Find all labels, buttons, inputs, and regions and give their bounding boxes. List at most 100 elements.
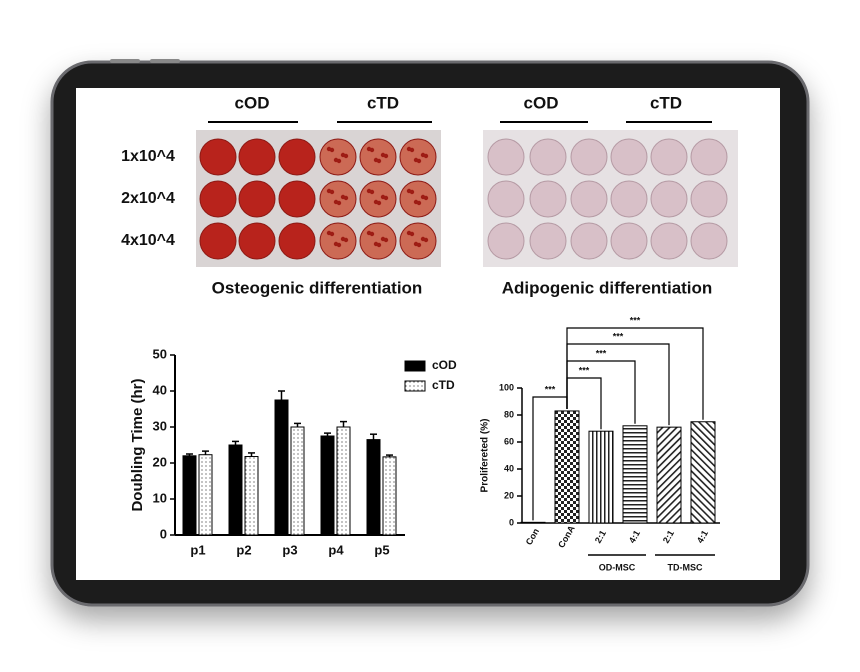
x-tick-label: p1 <box>190 542 205 557</box>
bar <box>336 426 351 536</box>
bar <box>520 521 546 524</box>
well <box>610 222 648 260</box>
well <box>238 180 276 218</box>
speckle <box>329 147 335 153</box>
well <box>650 138 688 176</box>
y-tick-label: 50 <box>153 346 167 361</box>
speckle <box>376 158 382 164</box>
well <box>650 180 688 218</box>
group-label: TD-MSC <box>668 562 703 572</box>
x-tick-label: p2 <box>236 542 251 557</box>
plate-header: cTD <box>650 93 682 112</box>
significance-label: *** <box>579 365 590 375</box>
well <box>278 138 316 176</box>
speckle <box>376 242 382 248</box>
bar <box>228 444 243 536</box>
speckle <box>336 158 342 164</box>
well <box>487 138 525 176</box>
legend-label: cOD <box>432 358 457 372</box>
well <box>610 180 648 218</box>
legend-label: cTD <box>432 378 455 392</box>
bar <box>290 426 305 536</box>
y-tick-label: 40 <box>153 382 167 397</box>
significance-bracket <box>566 327 704 420</box>
bar <box>554 410 580 524</box>
well <box>529 180 567 218</box>
y-tick-label: 10 <box>153 490 167 505</box>
y-tick-label: 20 <box>153 454 167 469</box>
significance-label: *** <box>613 331 624 341</box>
plate-header: cTD <box>367 93 399 112</box>
legend-swatch <box>404 360 426 372</box>
well <box>570 222 608 260</box>
well <box>278 222 316 260</box>
bar <box>274 399 289 536</box>
caption: Osteogenic differentiation <box>212 278 423 297</box>
well <box>529 222 567 260</box>
well <box>238 138 276 176</box>
significance-label: *** <box>545 384 556 394</box>
speckle <box>383 195 389 201</box>
speckle <box>416 242 422 248</box>
speckle <box>423 195 429 201</box>
significance-label: *** <box>596 348 607 358</box>
speckle <box>343 195 349 201</box>
significance-label: *** <box>630 315 641 325</box>
bar <box>656 426 682 524</box>
well <box>359 138 397 176</box>
speckle <box>383 153 389 159</box>
well <box>278 180 316 218</box>
well <box>487 180 525 218</box>
speckle <box>423 237 429 243</box>
speckle <box>409 147 415 153</box>
bar <box>622 425 648 524</box>
x-tick-label: p4 <box>328 542 344 557</box>
group-label: OD-MSC <box>599 562 636 572</box>
speckle <box>336 200 342 206</box>
well <box>650 222 688 260</box>
y-tick-label: 80 <box>504 409 514 419</box>
bar <box>382 456 397 536</box>
well <box>570 180 608 218</box>
plate-header: cOD <box>235 93 270 112</box>
speckle <box>416 158 422 164</box>
y-axis-label: Doubling Time (hr) <box>129 378 146 511</box>
button <box>150 59 180 63</box>
well <box>399 138 437 176</box>
well <box>610 138 648 176</box>
plate-header: cOD <box>524 93 559 112</box>
x-tick-label: p5 <box>374 542 389 557</box>
well <box>570 138 608 176</box>
bar <box>588 430 614 524</box>
speckle <box>329 231 335 237</box>
row-label: 4x10^4 <box>121 232 175 249</box>
speckle <box>343 237 349 243</box>
y-tick-label: 100 <box>499 382 514 392</box>
speckle <box>416 200 422 206</box>
row-label: 2x10^4 <box>121 190 175 207</box>
well <box>690 222 728 260</box>
y-tick-label: 40 <box>504 463 514 473</box>
well <box>399 222 437 260</box>
y-tick-label: 20 <box>504 490 514 500</box>
speckle <box>369 189 375 195</box>
speckle <box>369 231 375 237</box>
speckle <box>409 231 415 237</box>
speckle <box>329 189 335 195</box>
legend-swatch <box>404 380 426 392</box>
y-tick-label: 0 <box>509 517 514 527</box>
caption: Adipogenic differentiation <box>502 278 713 297</box>
well <box>199 138 237 176</box>
bar <box>366 439 381 536</box>
speckle <box>343 153 349 159</box>
well <box>319 180 357 218</box>
y-tick-label: 60 <box>504 436 514 446</box>
bar <box>320 435 335 536</box>
bar <box>690 421 716 524</box>
well <box>690 138 728 176</box>
well <box>319 138 357 176</box>
well <box>487 222 525 260</box>
y-axis-label: Prolifereted (%) <box>480 419 491 493</box>
